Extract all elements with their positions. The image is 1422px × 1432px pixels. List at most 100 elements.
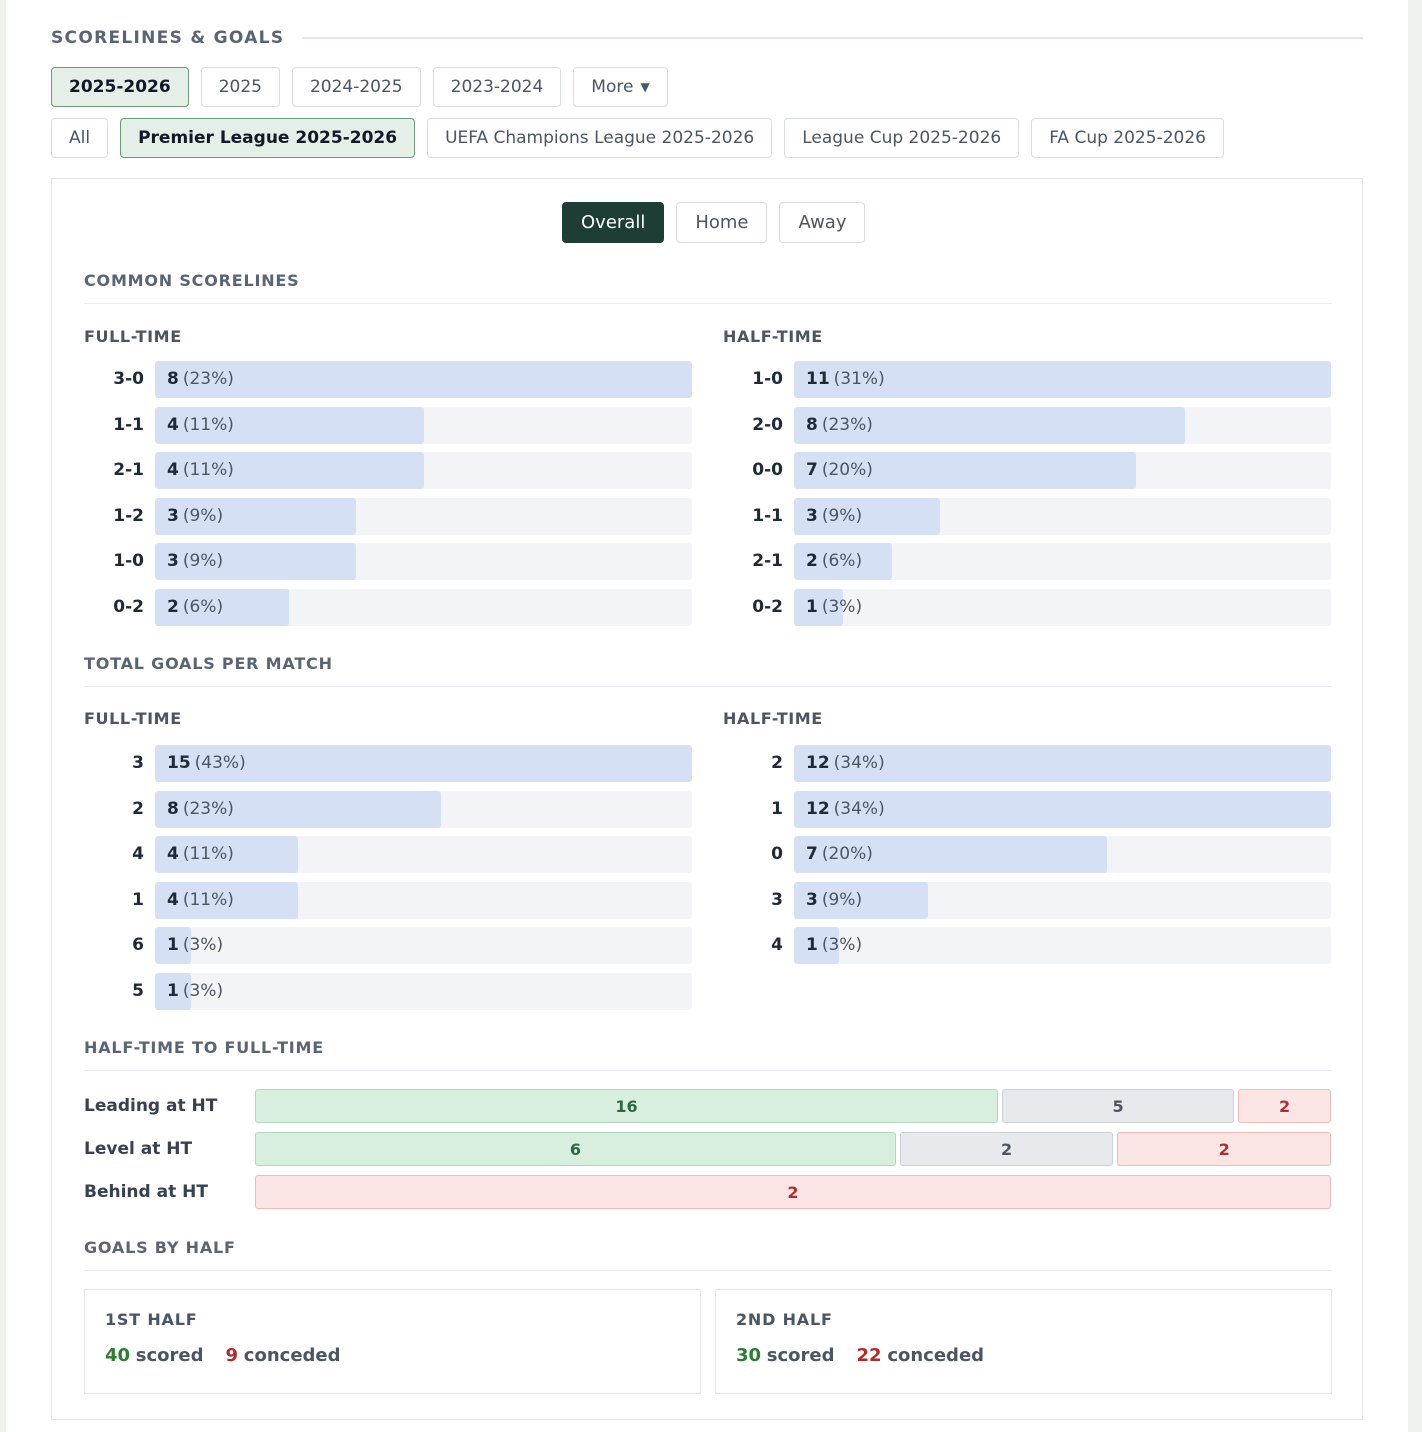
ft-goals-row: 4 4 (11%): [84, 836, 692, 874]
second-half-conceded: 22 conceded: [857, 1345, 985, 1366]
ft-scoreline-percent: (6%): [182, 596, 224, 617]
ft-scoreline-bar: [155, 406, 424, 444]
ht-goals-label: 4: [771, 935, 783, 956]
ft-goals-count: 4: [167, 844, 179, 865]
ft-scoreline-row: 1-2 3 (9%): [84, 497, 692, 535]
ht-scoreline-row: 1-0 11 (31%): [723, 361, 1331, 398]
ft-goals-bar: [155, 836, 299, 874]
ft-goals-bar: [155, 745, 692, 782]
ft-goals-label: 5: [132, 980, 144, 1001]
ht-goals-bar: [794, 745, 1331, 782]
ft-goals-percent: (11%): [182, 844, 234, 865]
ft-scoreline-value: 4 (11%): [167, 407, 234, 444]
ft-scoreline-row: 2-1 4 (11%): [84, 452, 692, 490]
ft-scoreline-value: 8 (23%): [167, 361, 234, 398]
view-tab-label: Home: [695, 212, 749, 233]
ht-scoreline-count: 7: [806, 460, 818, 481]
ft-scoreline-row: 1-0 3 (9%): [84, 543, 692, 581]
ft-scoreline-percent: (9%): [182, 551, 224, 572]
htft-row-leading-at-ht: Leading at HT 16 5 2: [84, 1089, 1332, 1123]
ft-scoreline-count: 3: [167, 505, 179, 526]
competition-tab-uefa-champions-league-2025-2026[interactable]: UEFA Champions League 2025-2026: [427, 118, 773, 158]
season-tab-2025-2026[interactable]: 2025-2026: [51, 67, 189, 107]
section-header: SCORELINES & GOALS: [51, 26, 1363, 50]
ht-goals-track: 12 (34%): [794, 790, 1331, 828]
season-tab-2024-2025[interactable]: 2024-2025: [291, 67, 421, 107]
htft-row-label: Leading at HT: [84, 1096, 218, 1116]
second-half-scored-label: scored: [766, 1345, 835, 1366]
competition-tab-fa-cup-2025-2026[interactable]: FA Cup 2025-2026: [1031, 118, 1224, 158]
htft-win-segment: 6: [255, 1132, 896, 1166]
ht-scoreline-row: 2-1 2 (6%): [723, 543, 1331, 581]
ht-goals-percent: (9%): [821, 889, 863, 910]
ft-goals-value: 1 (3%): [167, 973, 223, 1010]
htft-row-behind-at-ht: Behind at HT 2: [84, 1175, 1332, 1209]
ht-scoreline-label: 0-2: [752, 596, 783, 617]
competition-tab-premier-league-2025-2026[interactable]: Premier League 2025-2026: [120, 118, 416, 158]
ht-scoreline-track: 11 (31%): [794, 361, 1331, 398]
competition-tab-league-cup-2025-2026[interactable]: League Cup 2025-2026: [784, 118, 1020, 158]
htft-segments: 16 5 2: [255, 1089, 1331, 1123]
scorelines-fulltime-bars: 3-0 8 (23%) 1-1 4 (11%) 2-1 4 (11%) 1-2 3 (9%) 1-0 3(…: [84, 361, 692, 635]
ft-goals-track: 4 (11%): [155, 881, 692, 919]
view-tab-overall[interactable]: Overall: [562, 202, 665, 243]
view-tab-home[interactable]: Home: [676, 202, 768, 243]
ht-scoreline-label: 0-0: [752, 460, 783, 481]
season-tab-2023-2024[interactable]: 2023-2024: [432, 67, 562, 107]
ft-goals-track: 4 (11%): [155, 836, 692, 874]
ft-scoreline-value: 3 (9%): [167, 498, 223, 535]
ht-goals-bar: [794, 881, 929, 919]
ht-goals-count: 3: [806, 889, 818, 910]
goals-by-half: 1ST HALF 40 scored 9 conceded 2ND HALF: [84, 1289, 1332, 1394]
ft-scoreline-bar: [155, 452, 424, 490]
section-divider: [302, 37, 1363, 39]
second-half-box: 2ND HALF 30 scored 22 conceded: [715, 1289, 1332, 1394]
ft-goals-row: 6 1 (3%): [84, 927, 692, 965]
ft-scoreline-track: 2 (6%): [155, 588, 692, 626]
ft-scoreline-row: 0-2 2 (6%): [84, 588, 692, 626]
htft-win-segment: 16: [255, 1089, 998, 1123]
htft-loss-segment: 2: [255, 1175, 1331, 1209]
first-half-conceded-value: 9: [225, 1345, 239, 1366]
ht-scoreline-value: 2 (6%): [806, 543, 862, 580]
season-tab-2025[interactable]: 2025: [200, 67, 280, 107]
season-tab-label: 2025-2026: [69, 77, 171, 97]
season-tab-more[interactable]: More ▼: [573, 67, 668, 107]
scorelines-halftime-bars: 1-0 11 (31%) 2-0 8 (23%) 0-0 7 (20%) 1-1 3 (9%) 2-1 2…: [723, 361, 1331, 635]
ft-scoreline-percent: (23%): [182, 369, 234, 389]
ht-scoreline-label: 2-0: [752, 414, 783, 435]
first-half-scored: 40 scored: [105, 1345, 204, 1366]
first-half-title: 1ST HALF: [105, 1310, 198, 1329]
ht-goals-percent: (20%): [821, 844, 873, 865]
ht-scoreline-track: 2 (6%): [794, 543, 1331, 581]
ht-scoreline-value: 3 (9%): [806, 498, 862, 535]
view-tab-away[interactable]: Away: [779, 202, 866, 243]
ht-goals-track: 12 (34%): [794, 745, 1331, 782]
ht-scoreline-track: 7 (20%): [794, 452, 1331, 490]
ht-goals-label: 0: [771, 844, 783, 865]
competition-tab-all[interactable]: All: [51, 118, 109, 158]
ht-goals-label: 1: [771, 798, 783, 819]
ft-goals-label: 4: [132, 844, 144, 865]
competition-tab-label: All: [69, 128, 91, 148]
ft-goals-bar: [155, 972, 191, 1010]
htft-title: HALF-TIME TO FULL-TIME: [84, 1038, 1332, 1071]
ht-scoreline-label: 1-1: [752, 505, 783, 526]
ft-goals-count: 1: [167, 935, 179, 956]
ft-scoreline-label: 1-2: [113, 505, 144, 526]
ft-goals-percent: (3%): [182, 935, 224, 956]
ht-goals-row: 4 1 (3%): [723, 927, 1331, 965]
first-half-conceded-label: conceded: [243, 1345, 341, 1366]
ft-goals-label: 2: [132, 798, 144, 819]
first-half-box: 1ST HALF 40 scored 9 conceded: [84, 1289, 701, 1394]
view-tab-label: Overall: [581, 212, 646, 233]
view-toggle: Overall Home Away: [562, 202, 866, 243]
ft-scoreline-track: 4 (11%): [155, 406, 692, 444]
ft-scoreline-count: 4: [167, 414, 179, 435]
first-half-stats: 40 scored 9 conceded: [105, 1345, 680, 1366]
ht-scoreline-percent: (31%): [833, 369, 885, 389]
ft-goals-percent: (43%): [194, 753, 246, 773]
first-half-scored-label: scored: [135, 1345, 204, 1366]
season-tab-label: 2023-2024: [450, 77, 544, 97]
season-tab-label: More: [591, 77, 634, 97]
